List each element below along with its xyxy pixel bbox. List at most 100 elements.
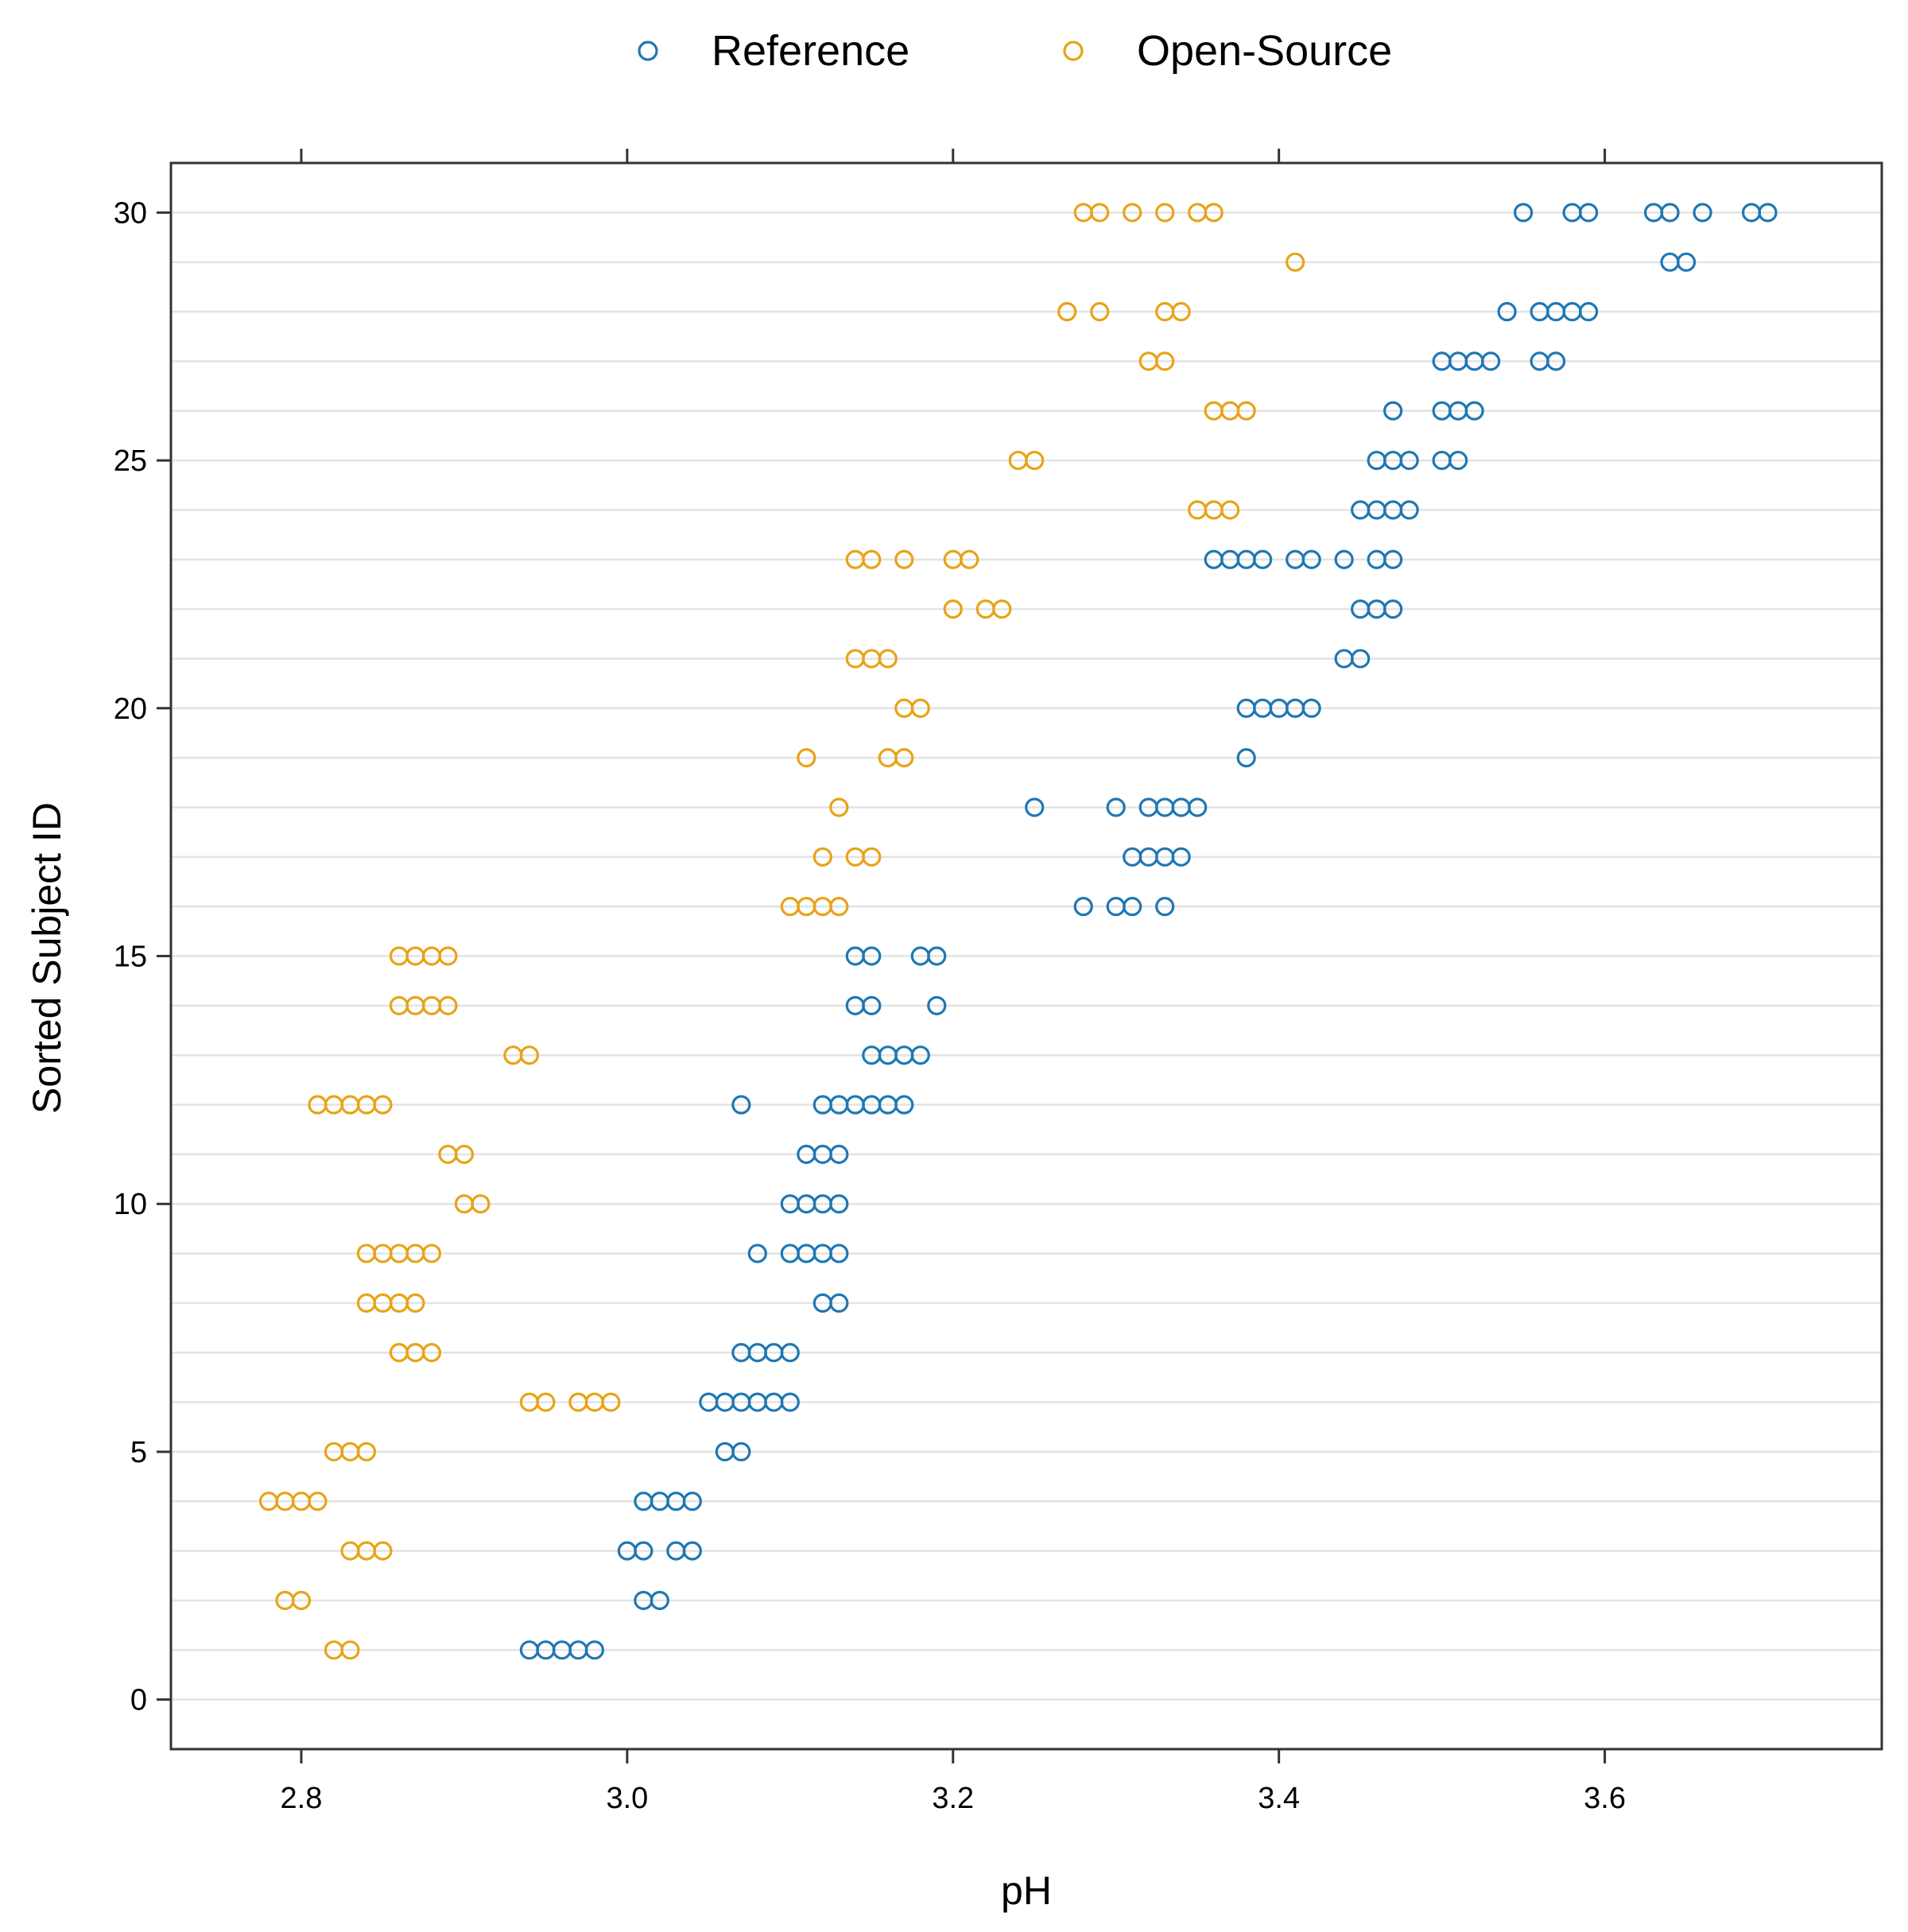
data-point [1383,549,1403,569]
data-point [1236,401,1256,421]
data-point [1448,450,1468,471]
data-point [731,1441,751,1462]
data-point [862,946,882,966]
data-point [291,1590,312,1611]
data-point [1334,549,1354,569]
data-point [731,1095,751,1115]
x-axis-top [300,149,1607,163]
data-point [878,649,898,669]
data-point [601,1392,621,1412]
x-tick-label: 3.2 [932,1782,974,1815]
data-point [960,549,979,569]
data-point [373,1541,393,1561]
y-tick-label: 25 [114,444,147,478]
data-point [1155,351,1175,371]
data-point [340,1640,360,1660]
x-tick-label: 3.0 [606,1782,648,1815]
data-point [1188,797,1208,817]
data-point [1204,203,1224,223]
data-point [862,847,882,867]
data-point [1155,203,1175,223]
data-point [682,1492,702,1511]
y-tick-label: 15 [114,941,147,974]
y-tick-label: 30 [114,196,147,230]
y-axis: 0 5 10 15 20 25 30 [114,196,171,1717]
data-point [1025,450,1045,471]
data-point [1545,351,1566,371]
data-point [650,1590,669,1611]
data-point [1155,897,1175,917]
data-point [1693,203,1712,223]
data-point [1301,549,1321,569]
data-point [1286,252,1305,272]
data-point [894,549,914,569]
data-points [258,203,1778,1660]
data-point [780,1392,800,1412]
data-point [1497,301,1517,322]
x-tick-label: 3.4 [1258,1782,1300,1815]
data-point [943,599,963,619]
data-point [992,599,1012,619]
data-point [1090,203,1110,223]
data-point [812,847,832,867]
data-point [894,1095,914,1115]
data-point [454,1144,475,1164]
data-point [308,1492,328,1511]
data-point [829,897,849,917]
series-open-source [258,203,1305,1660]
legend-item-open-source: Open-Source [1063,27,1392,75]
data-point [1073,897,1093,917]
data-point [1171,847,1191,867]
data-point [1399,450,1419,471]
data-point [780,1343,800,1363]
data-point [438,946,458,966]
horizontal-gridlines [171,161,1882,1751]
y-axis-title: Sorted Subject ID [25,802,69,1114]
data-point [1383,401,1403,421]
data-point [747,1243,767,1263]
data-point [1236,748,1256,768]
data-point [1057,301,1077,322]
data-point [1301,698,1321,718]
series-reference [519,203,1778,1660]
data-point [927,995,947,1015]
legend-marker [1063,41,1084,61]
data-point [1758,203,1778,223]
data-point [910,1046,930,1065]
legend: Reference Open-Source [638,27,1392,75]
legend-label: Reference [712,27,909,75]
data-point [1399,500,1419,520]
data-point [1660,203,1680,223]
y-tick-label: 5 [130,1436,147,1469]
data-point [829,1194,849,1214]
data-point [1090,301,1110,322]
data-point [421,1243,442,1263]
data-point [1383,599,1403,619]
data-point [1514,203,1534,223]
data-point [1123,897,1142,917]
data-point [536,1392,556,1412]
data-point [519,1046,539,1065]
data-point [682,1541,702,1561]
data-point [471,1194,491,1214]
data-point [421,1343,442,1363]
data-point [1220,500,1240,520]
data-point [1351,649,1371,669]
data-point [1123,203,1142,223]
data-point [356,1441,377,1462]
data-point [894,748,914,768]
y-tick-label: 0 [130,1684,147,1717]
data-point [373,1095,393,1115]
data-point [1676,252,1697,272]
x-tick-label: 2.8 [281,1782,323,1815]
x-axis-bottom: 2.8 3.0 3.2 3.4 3.6 [281,1749,1626,1815]
data-point [910,698,930,718]
y-tick-label: 10 [114,1188,147,1221]
data-point [797,748,816,768]
data-point [1578,203,1599,223]
data-point [927,946,947,966]
x-tick-label: 3.6 [1584,1782,1626,1815]
data-point [1171,301,1191,322]
data-point [829,1243,849,1263]
